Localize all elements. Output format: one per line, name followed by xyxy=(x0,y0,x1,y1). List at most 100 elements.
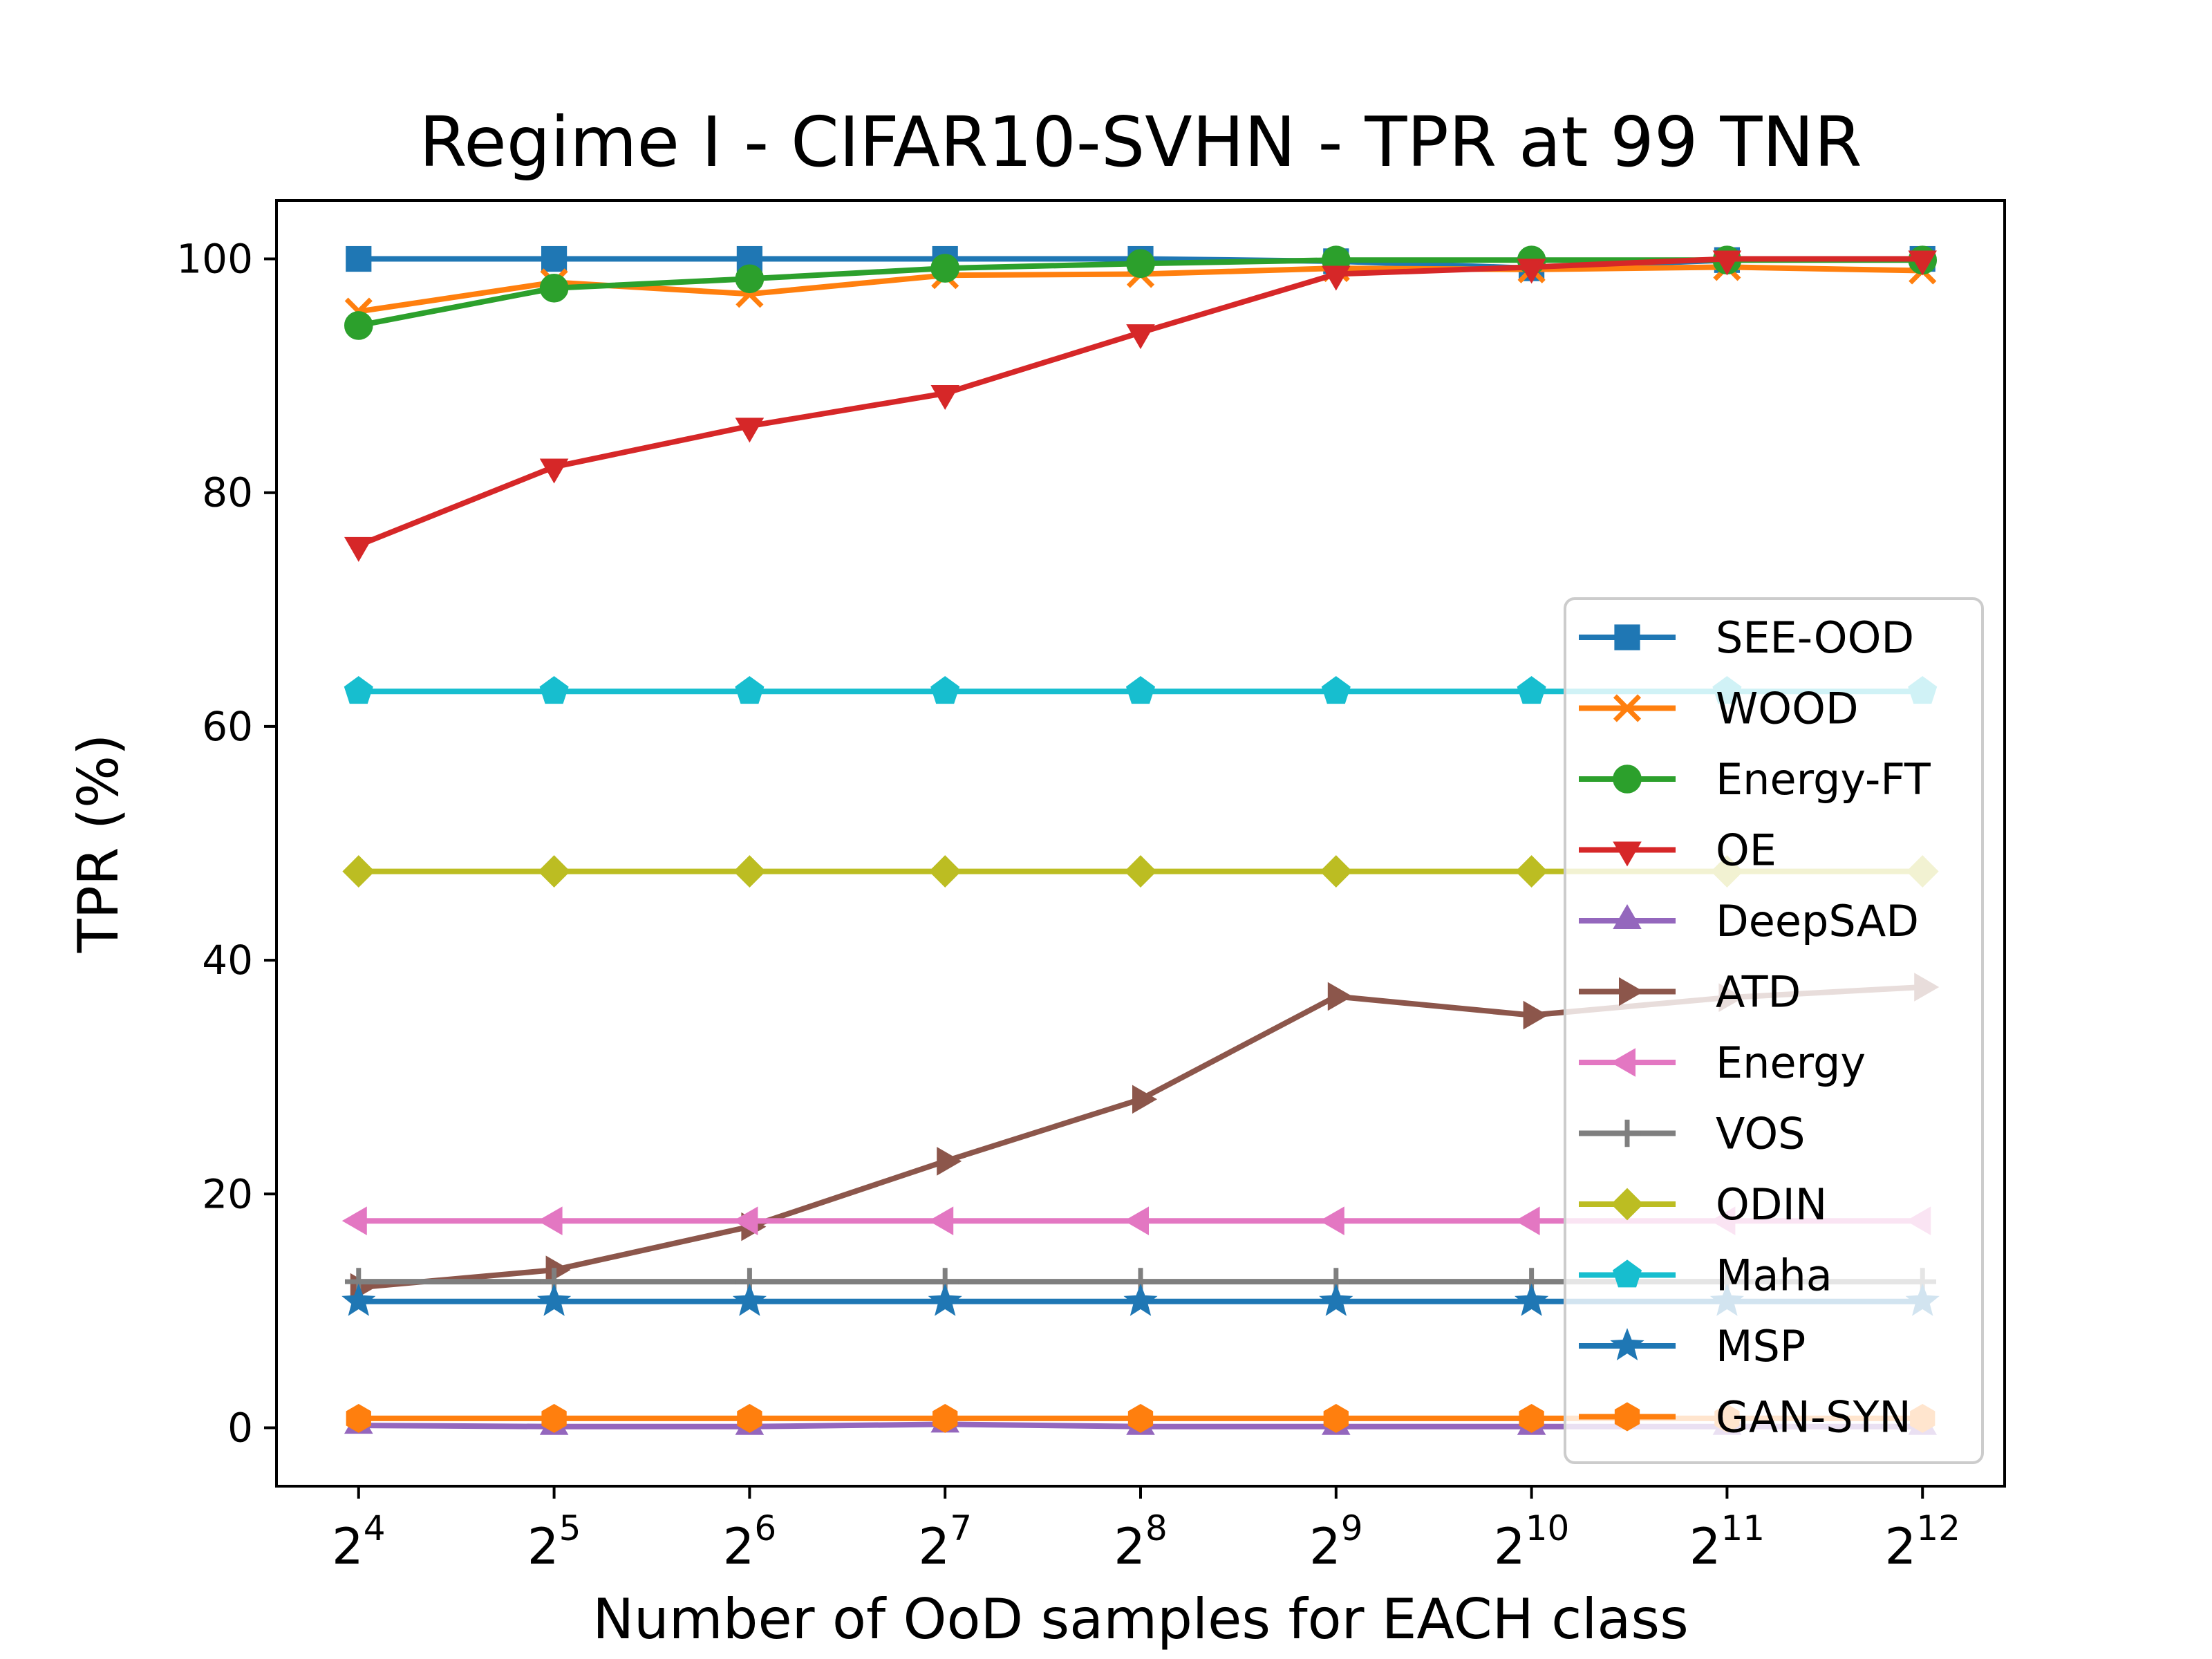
data-point-gan-syn xyxy=(541,1403,567,1433)
x-tick-label: 29 xyxy=(1309,1508,1363,1575)
x-tick-label: 211 xyxy=(1689,1508,1765,1575)
data-point-oe xyxy=(1126,324,1155,350)
y-axis-label: TPR (%) xyxy=(66,734,131,954)
data-point-oe xyxy=(735,418,765,443)
data-point-oe xyxy=(1322,265,1351,291)
legend-marker xyxy=(1610,1048,1635,1077)
x-tick-label: 212 xyxy=(1885,1508,1960,1575)
data-point-atd xyxy=(1523,1000,1548,1030)
data-point-msp xyxy=(1123,1283,1158,1316)
y-tick-label: 100 xyxy=(176,236,253,283)
data-point-energy-ft xyxy=(1126,249,1155,279)
legend-item-energy-ft: Energy-FT xyxy=(1579,754,1931,805)
legend-item-energy: Energy xyxy=(1579,1038,1866,1088)
legend-label: Maha xyxy=(1716,1250,1833,1301)
data-point-atd xyxy=(1327,982,1353,1011)
data-point-energy xyxy=(928,1206,954,1235)
legend-box xyxy=(1564,597,1984,1464)
data-point-odin xyxy=(928,855,962,888)
legend-item-vos: VOS xyxy=(1579,1109,1805,1159)
legend-label: WOOD xyxy=(1716,684,1859,734)
data-point-odin xyxy=(1124,855,1157,888)
data-point-energy xyxy=(1515,1206,1540,1235)
series-oe xyxy=(344,250,1938,562)
legend-item-deepsad: DeepSAD xyxy=(1579,896,1919,946)
data-point-energy xyxy=(341,1206,367,1235)
data-point-maha xyxy=(930,676,960,704)
legend-label: VOS xyxy=(1716,1109,1805,1159)
data-point-atd xyxy=(1132,1085,1158,1114)
data-point-gan-syn xyxy=(737,1403,762,1433)
y-tick-label: 40 xyxy=(202,937,253,984)
legend-label: Energy xyxy=(1716,1038,1866,1088)
legend-label: MSP xyxy=(1716,1321,1806,1371)
x-tick-label: 27 xyxy=(918,1508,972,1575)
data-point-energy xyxy=(537,1206,563,1235)
legend-label: ATD xyxy=(1716,967,1801,1018)
data-point-msp xyxy=(341,1283,376,1316)
data-point-gan-syn xyxy=(1323,1403,1349,1433)
data-point-see-ood xyxy=(346,245,372,272)
legend-item-see-ood: SEE-OOD xyxy=(1579,612,1914,663)
chart-title: Regime I - CIFAR10-SVHN - TPR at 99 TNR xyxy=(419,102,1862,182)
data-point-energy-ft xyxy=(539,274,569,303)
data-point-msp xyxy=(1514,1283,1549,1316)
legend-marker xyxy=(1610,1328,1644,1360)
data-point-maha xyxy=(1321,676,1351,704)
data-point-energy-ft xyxy=(344,311,373,340)
x-tick-label: 24 xyxy=(332,1508,386,1575)
data-point-maha xyxy=(735,676,765,704)
data-point-maha xyxy=(1517,676,1546,704)
data-point-msp xyxy=(1319,1283,1353,1316)
legend-label: GAN-SYN xyxy=(1716,1392,1911,1443)
x-tick-label: 26 xyxy=(723,1508,777,1575)
data-point-oe xyxy=(1712,250,1742,276)
data-point-odin xyxy=(538,855,570,888)
data-point-oe xyxy=(1517,259,1546,284)
data-point-maha xyxy=(1125,676,1156,704)
legend-item-atd: ATD xyxy=(1579,967,1801,1018)
legend-marker xyxy=(1614,1402,1640,1432)
legend-marker xyxy=(1613,841,1642,867)
data-point-oe xyxy=(539,458,569,484)
y-tick-label: 80 xyxy=(202,469,253,516)
data-point-oe xyxy=(1908,250,1938,276)
data-point-atd xyxy=(937,1147,962,1176)
data-point-oe xyxy=(930,385,959,411)
legend-label: SEE-OOD xyxy=(1716,612,1914,663)
plot-area-frame xyxy=(275,199,2006,1488)
legend-label: Energy-FT xyxy=(1716,754,1931,805)
data-point-maha xyxy=(539,676,569,704)
data-point-gan-syn xyxy=(1519,1403,1544,1433)
data-point-energy-ft xyxy=(930,254,959,283)
legend-marker xyxy=(1614,624,1640,650)
y-tick-label: 0 xyxy=(227,1404,253,1451)
legend-item-maha: Maha xyxy=(1579,1250,1833,1301)
y-tick-label: 60 xyxy=(202,703,253,750)
data-point-msp xyxy=(732,1283,767,1316)
legend-label: ODIN xyxy=(1716,1179,1827,1230)
legend-item-gan-syn: GAN-SYN xyxy=(1579,1392,1911,1443)
legend-item-oe: OE xyxy=(1579,825,1777,876)
legend-item-msp: MSP xyxy=(1579,1321,1806,1371)
data-point-energy xyxy=(1319,1206,1344,1235)
legend-marker xyxy=(1611,1188,1644,1221)
legend-label: OE xyxy=(1716,825,1777,876)
data-point-odin xyxy=(1515,855,1548,888)
legend-label: DeepSAD xyxy=(1716,896,1919,946)
data-point-msp xyxy=(536,1283,572,1316)
legend-marker xyxy=(1612,1259,1642,1288)
legend-marker xyxy=(1613,694,1642,722)
data-point-energy xyxy=(1123,1206,1149,1235)
legend-item-odin: ODIN xyxy=(1579,1179,1827,1230)
data-point-gan-syn xyxy=(932,1403,958,1433)
x-axis-label: Number of OoD samples for EACH class xyxy=(592,1587,1689,1651)
legend-marker xyxy=(1613,903,1642,929)
data-point-odin xyxy=(342,855,375,888)
data-point-energy xyxy=(733,1206,758,1235)
legend-item-wood: WOOD xyxy=(1579,684,1859,734)
legend-marker xyxy=(1613,765,1642,794)
data-point-gan-syn xyxy=(1127,1403,1154,1433)
